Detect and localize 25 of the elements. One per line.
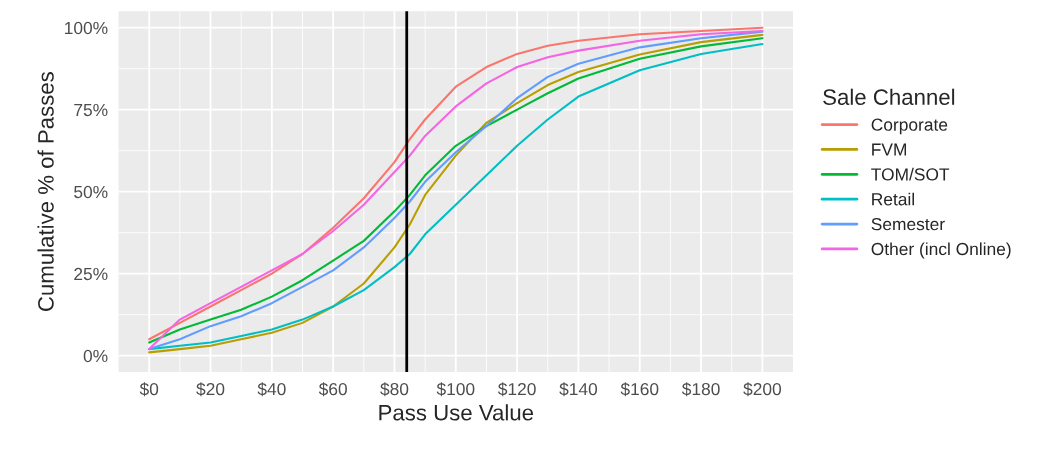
legend-title: Sale Channel xyxy=(823,88,955,106)
x-tick-label: $160 xyxy=(620,382,659,397)
x-tick-label: $180 xyxy=(681,382,720,397)
x-axis-title: Pass Use Value xyxy=(379,404,534,421)
x-tick-label: $100 xyxy=(436,382,475,397)
legend-label: Semester xyxy=(871,218,945,231)
y-tick-label: 25% xyxy=(74,267,108,281)
x-tick-label: $140 xyxy=(559,382,598,397)
x-tick-label: $40 xyxy=(257,382,286,397)
x-tick-label: $200 xyxy=(743,382,782,397)
legend-label: Retail xyxy=(872,192,914,206)
legend-label: FVM xyxy=(872,143,906,156)
y-tick-label: 75% xyxy=(74,103,108,117)
x-tick-label: $120 xyxy=(497,382,536,397)
y-tick-label: 0% xyxy=(83,349,108,363)
legend-label: Other (incl Online) xyxy=(871,242,1011,259)
x-tick-label: $20 xyxy=(196,382,225,397)
legend-label: Corporate xyxy=(871,118,948,135)
y-tick-label: 100% xyxy=(65,21,108,35)
y-tick-label: 50% xyxy=(74,185,108,199)
x-tick-label: $0 xyxy=(139,382,159,397)
x-tick-label: $80 xyxy=(380,382,409,397)
y-axis-title: Cumulative % of Passes xyxy=(37,72,54,311)
x-tick-label: $60 xyxy=(318,382,347,397)
legend-label: TOM/SOT xyxy=(871,167,950,181)
